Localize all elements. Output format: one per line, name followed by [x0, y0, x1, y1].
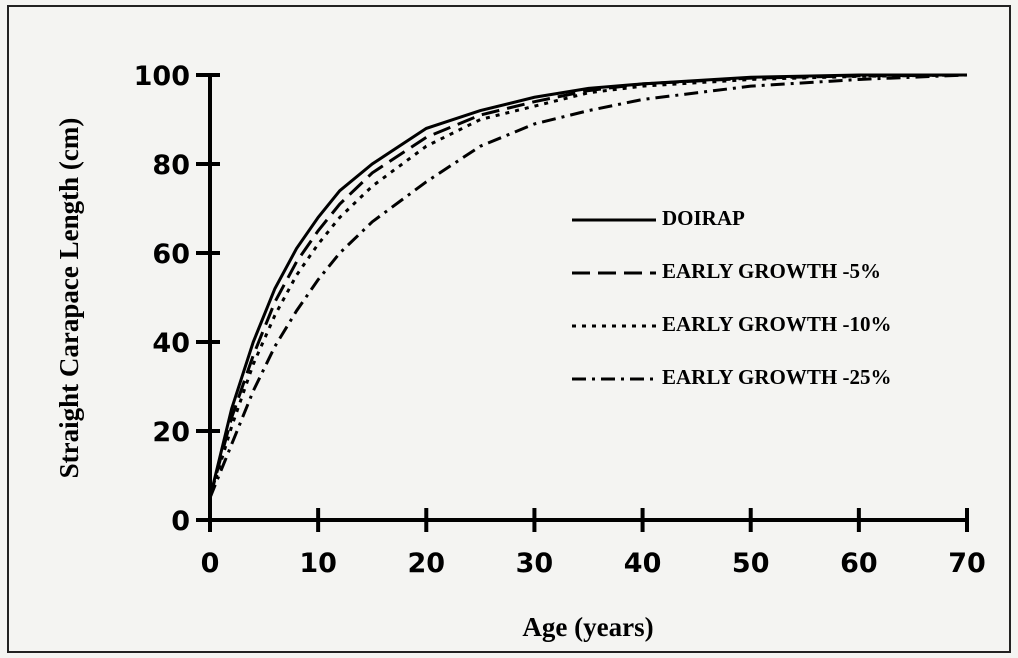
x-tick-label: 30	[516, 548, 554, 579]
legend-label: DOIRAP	[662, 206, 745, 230]
y-tick-label: 0	[171, 506, 190, 537]
x-tick-label: 20	[407, 548, 445, 579]
series-line	[208, 73, 968, 499]
x-tick-label: 0	[201, 548, 220, 579]
y-tick-label: 20	[152, 417, 190, 448]
x-tick-label: 10	[299, 548, 337, 579]
x-axis-label: Age (years)	[522, 612, 653, 642]
x-tick-label: 50	[732, 548, 770, 579]
y-tick-label: 80	[152, 150, 190, 181]
y-axis-label: Straight Carapace Length (cm)	[54, 118, 84, 479]
legend-label: EARLY GROWTH -10%	[662, 312, 891, 336]
frame	[7, 5, 1011, 653]
x-tick-label: 40	[624, 548, 662, 579]
legend-label: EARLY GROWTH -5%	[662, 259, 881, 283]
y-tick-label: 40	[152, 328, 190, 359]
y-tick-label: 100	[134, 61, 190, 92]
series-line	[208, 73, 968, 499]
series-line	[208, 73, 968, 499]
x-tick-label: 60	[840, 548, 878, 579]
legend-label: EARLY GROWTH -25%	[662, 365, 891, 389]
x-tick-label: 70	[948, 548, 986, 579]
y-tick-label: 60	[152, 239, 190, 270]
